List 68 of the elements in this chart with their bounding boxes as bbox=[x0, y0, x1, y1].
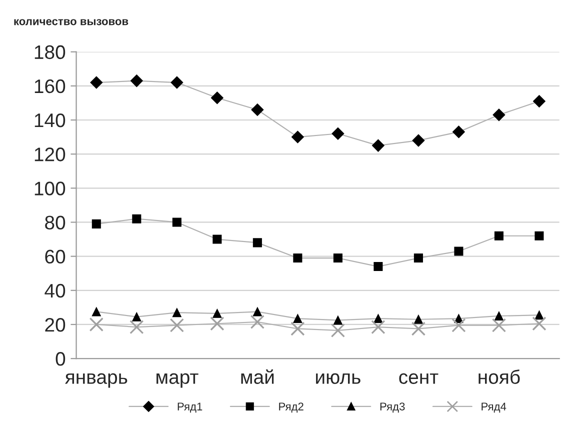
point bbox=[132, 214, 142, 224]
point bbox=[333, 316, 342, 325]
point bbox=[371, 320, 386, 334]
point bbox=[492, 108, 506, 122]
point bbox=[250, 314, 265, 330]
point bbox=[414, 254, 423, 263]
chart-title: количество вызовов bbox=[14, 19, 128, 26]
point bbox=[252, 238, 262, 248]
point bbox=[172, 308, 182, 318]
x-tick-label: июль bbox=[316, 373, 360, 384]
point bbox=[414, 314, 423, 324]
y-tick-label: 0 bbox=[56, 352, 66, 366]
point bbox=[212, 308, 222, 318]
point bbox=[374, 262, 383, 272]
point bbox=[212, 234, 222, 244]
legend-label: Ряд2 bbox=[279, 402, 304, 413]
point bbox=[332, 127, 344, 140]
y-tick-label: 120 bbox=[34, 148, 66, 162]
x-tick-label: май bbox=[241, 369, 274, 384]
point bbox=[330, 323, 346, 338]
point bbox=[374, 314, 383, 324]
point bbox=[411, 322, 426, 336]
point bbox=[452, 318, 466, 332]
point bbox=[210, 316, 224, 331]
point bbox=[333, 254, 342, 263]
point bbox=[90, 76, 103, 89]
point bbox=[130, 74, 143, 88]
point bbox=[494, 311, 504, 320]
point bbox=[170, 76, 184, 89]
y-tick-label: 100 bbox=[34, 182, 66, 196]
x-tick-label: нояб bbox=[478, 370, 520, 384]
y-tick-label: 20 bbox=[45, 318, 66, 332]
y-tick-label: 40 bbox=[44, 284, 66, 298]
y-tick-label: 60 bbox=[45, 250, 66, 264]
point bbox=[89, 317, 104, 332]
point bbox=[534, 310, 544, 320]
point bbox=[92, 307, 101, 316]
point bbox=[290, 322, 305, 336]
point bbox=[293, 314, 302, 324]
point bbox=[492, 318, 506, 332]
point bbox=[452, 126, 465, 138]
x-tick-label: сент bbox=[399, 373, 438, 384]
point bbox=[172, 218, 182, 227]
x-tick-label: март bbox=[156, 373, 198, 388]
legend-label: Ряд1 bbox=[178, 402, 202, 413]
point bbox=[291, 130, 304, 144]
point bbox=[132, 312, 142, 322]
point bbox=[92, 219, 101, 228]
point bbox=[130, 320, 144, 334]
point bbox=[170, 318, 184, 332]
y-tick-label: 140 bbox=[34, 113, 66, 128]
point bbox=[412, 134, 425, 147]
y-tick-label: 160 bbox=[34, 79, 66, 94]
point bbox=[372, 139, 384, 152]
y-tick-label: 80 bbox=[45, 216, 66, 230]
point bbox=[210, 92, 224, 104]
y-tick-label: 180 bbox=[34, 45, 66, 60]
point bbox=[454, 246, 464, 256]
legend-label: Ряд4 bbox=[482, 402, 506, 413]
point bbox=[293, 254, 302, 263]
point bbox=[252, 307, 262, 316]
point bbox=[532, 95, 546, 108]
legend-label: Ряд3 bbox=[380, 402, 405, 413]
point bbox=[534, 231, 544, 240]
point bbox=[494, 231, 504, 240]
point bbox=[251, 104, 264, 116]
point bbox=[532, 316, 546, 331]
x-tick-label: январь bbox=[64, 373, 128, 388]
